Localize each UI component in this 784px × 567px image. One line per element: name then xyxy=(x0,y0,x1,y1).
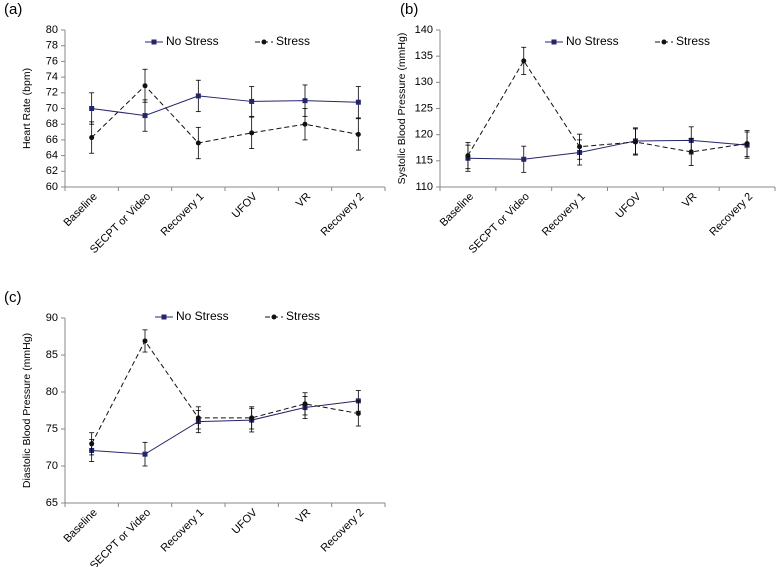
y-tick-label: 70 xyxy=(46,102,58,114)
y-tick-label: 68 xyxy=(46,118,58,130)
marker xyxy=(521,58,527,64)
marker xyxy=(89,106,95,111)
panel-label: (b) xyxy=(400,1,418,18)
y-tick-label: 115 xyxy=(415,155,433,167)
y-tick-label: 70 xyxy=(46,460,58,472)
y-tick-label: 75 xyxy=(46,423,58,435)
legend-label: Stress xyxy=(286,309,320,323)
legend-marker xyxy=(551,39,557,45)
x-tick-label: Baseline xyxy=(438,191,476,229)
marker xyxy=(195,93,201,99)
x-tick-label: Recovery 1 xyxy=(540,191,588,239)
legend-marker xyxy=(661,39,667,45)
y-tick-label: 76 xyxy=(46,55,58,67)
series-line xyxy=(91,95,359,117)
x-tick-label: SECPT or Video xyxy=(467,191,532,256)
y-tick-label: 62 xyxy=(46,165,58,177)
y-tick-label: 120 xyxy=(415,129,433,141)
panel-label: (a) xyxy=(4,1,22,18)
series-line xyxy=(91,85,359,144)
marker xyxy=(577,144,583,150)
marker xyxy=(249,98,255,104)
marker xyxy=(302,121,308,127)
marker xyxy=(89,135,95,141)
marker xyxy=(249,130,255,136)
marker xyxy=(355,410,361,416)
y-tick-label: 135 xyxy=(415,50,433,62)
y-axis-title: Heart Rate (bpm) xyxy=(21,68,33,149)
legend-label: No Stress xyxy=(166,34,219,48)
x-tick-label: VR xyxy=(294,191,313,210)
marker xyxy=(302,401,308,407)
marker xyxy=(355,131,361,137)
marker xyxy=(142,113,148,119)
marker xyxy=(195,415,201,421)
marker xyxy=(89,441,95,447)
y-tick-label: 125 xyxy=(415,102,433,114)
series-line xyxy=(467,139,748,160)
marker xyxy=(355,99,361,105)
y-tick-label: 64 xyxy=(46,150,58,162)
series-line xyxy=(467,59,748,156)
y-axis-title: Diastolic Blood Pressure (mmHg) xyxy=(21,333,33,488)
marker xyxy=(302,98,308,104)
y-tick-label: 74 xyxy=(46,71,58,83)
marker xyxy=(249,415,255,421)
panel-label: (c) xyxy=(4,289,22,306)
y-tick-label: 72 xyxy=(46,87,58,99)
marker xyxy=(744,141,750,147)
legend-marker xyxy=(151,39,157,45)
series-line xyxy=(91,400,359,455)
marker xyxy=(632,139,638,145)
y-tick-label: 80 xyxy=(46,386,58,398)
legend-marker xyxy=(261,39,267,45)
marker xyxy=(195,140,201,146)
x-tick-label: Recovery 2 xyxy=(707,191,755,239)
y-tick-label: 140 xyxy=(415,24,433,36)
legend-label: No Stress xyxy=(566,34,619,48)
x-tick-label: Recovery 2 xyxy=(319,507,367,555)
y-tick-label: 66 xyxy=(46,134,58,146)
x-tick-label: Baseline xyxy=(62,191,100,229)
y-tick-label: 80 xyxy=(46,24,58,36)
y-tick-label: 110 xyxy=(415,181,433,193)
x-tick-label: UFOV xyxy=(613,190,644,221)
marker xyxy=(465,153,471,159)
x-tick-label: VR xyxy=(680,191,699,210)
marker xyxy=(142,83,148,89)
y-tick-label: 60 xyxy=(46,181,58,193)
marker xyxy=(142,451,148,457)
legend-marker xyxy=(271,314,277,320)
y-axis-title: Systolic Blood Pressure (mmHg) xyxy=(396,33,408,185)
y-tick-label: 90 xyxy=(46,312,58,324)
y-tick-label: 65 xyxy=(46,497,58,509)
legend-label: Stress xyxy=(676,34,710,48)
x-tick-label: Baseline xyxy=(62,507,100,545)
x-tick-label: VR xyxy=(294,507,313,526)
marker xyxy=(521,156,527,162)
x-tick-label: UFOV xyxy=(230,190,261,221)
legend-label: Stress xyxy=(276,34,310,48)
x-tick-label: Recovery 2 xyxy=(319,191,367,239)
x-tick-label: Recovery 1 xyxy=(159,191,207,239)
y-tick-label: 130 xyxy=(415,76,433,88)
x-tick-label: Recovery 1 xyxy=(159,507,207,555)
x-tick-label: UFOV xyxy=(230,506,261,537)
marker xyxy=(142,338,148,344)
marker xyxy=(688,149,694,155)
y-tick-label: 85 xyxy=(46,349,58,361)
y-tick-label: 78 xyxy=(46,40,58,52)
series-line xyxy=(91,339,359,445)
legend-label: No Stress xyxy=(176,309,229,323)
legend-marker xyxy=(161,314,167,320)
